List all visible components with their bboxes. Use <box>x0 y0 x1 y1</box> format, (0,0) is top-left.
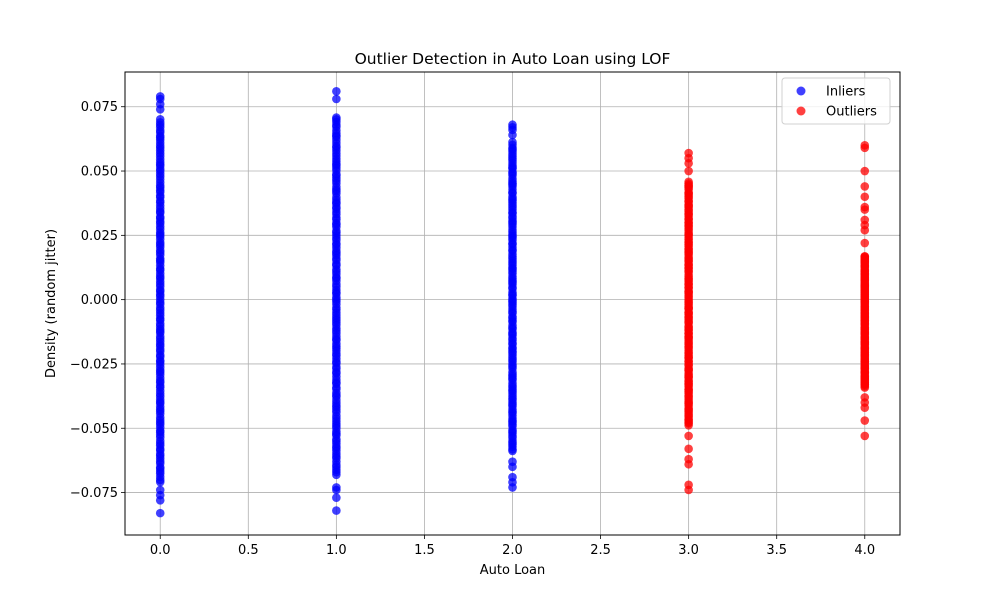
x-tick-label: 4.0 <box>854 543 875 558</box>
data-point <box>860 182 870 191</box>
data-point <box>684 166 693 176</box>
data-point <box>332 493 341 503</box>
data-point <box>684 480 693 490</box>
data-point <box>155 485 165 495</box>
data-point <box>508 472 517 482</box>
data-point <box>860 215 870 225</box>
legend-box <box>781 77 891 125</box>
data-point <box>860 431 870 441</box>
y-tick-label: 0.050 <box>81 165 118 180</box>
data-point <box>860 238 870 248</box>
data-point <box>508 137 517 147</box>
y-tick-label: −0.025 <box>70 357 118 372</box>
data-point <box>860 141 870 150</box>
point-column <box>155 92 165 518</box>
data-point <box>860 166 870 176</box>
data-point <box>684 454 693 464</box>
x-tick-label: 2.0 <box>502 543 523 558</box>
data-point <box>684 444 693 454</box>
y-axis-label: Density (random jitter) <box>44 229 59 378</box>
data-point <box>860 393 870 402</box>
data-point <box>860 252 870 261</box>
x-tick-label: 2.5 <box>590 543 611 558</box>
x-tick-label: 3.0 <box>678 543 699 558</box>
x-tick-label: 0.5 <box>238 543 259 558</box>
data-point <box>332 94 341 104</box>
legend-marker <box>796 106 806 116</box>
y-tick-label: 0.075 <box>81 100 118 115</box>
x-tick-label: 1.5 <box>414 543 435 558</box>
legend-label: Outliers <box>826 105 877 120</box>
x-tick-label: 1.0 <box>326 543 347 558</box>
x-axis-label: Auto Loan <box>480 563 546 578</box>
data-point <box>684 431 693 441</box>
y-tick-label: −0.075 <box>70 486 118 501</box>
data-point <box>860 192 870 202</box>
y-tick-label: 0.025 <box>81 229 118 244</box>
axis-ticks: 0.0 0.5 1.0 1.5 2.0 2.5 3.0 3.5 4.0 −0.075 −0.050 −… <box>70 100 875 558</box>
data-point <box>332 483 341 492</box>
legend-marker <box>796 86 806 96</box>
data-point <box>155 92 165 101</box>
point-column <box>508 120 517 492</box>
data-point <box>332 86 341 96</box>
legend-label: Inliers <box>826 85 866 100</box>
data-point <box>332 113 341 122</box>
chart-title: Outlier Detection in Auto Loan using LOF <box>355 50 671 68</box>
data-point <box>508 457 517 466</box>
data-point <box>332 506 341 515</box>
data-point <box>508 120 517 130</box>
legend: Inliers Outliers <box>781 77 891 125</box>
x-tick-label: 3.5 <box>766 543 787 558</box>
y-tick-label: −0.050 <box>70 422 118 437</box>
data-points <box>155 86 870 518</box>
data-point <box>860 202 870 212</box>
x-tick-label: 0.0 <box>150 543 171 558</box>
data-point <box>684 177 693 187</box>
point-column <box>332 86 341 515</box>
point-column <box>860 141 870 441</box>
data-point <box>155 508 165 518</box>
point-column <box>684 148 693 495</box>
y-tick-label: 0.000 <box>81 293 118 308</box>
data-point <box>684 148 693 158</box>
data-point <box>860 416 870 425</box>
data-point <box>155 115 165 124</box>
